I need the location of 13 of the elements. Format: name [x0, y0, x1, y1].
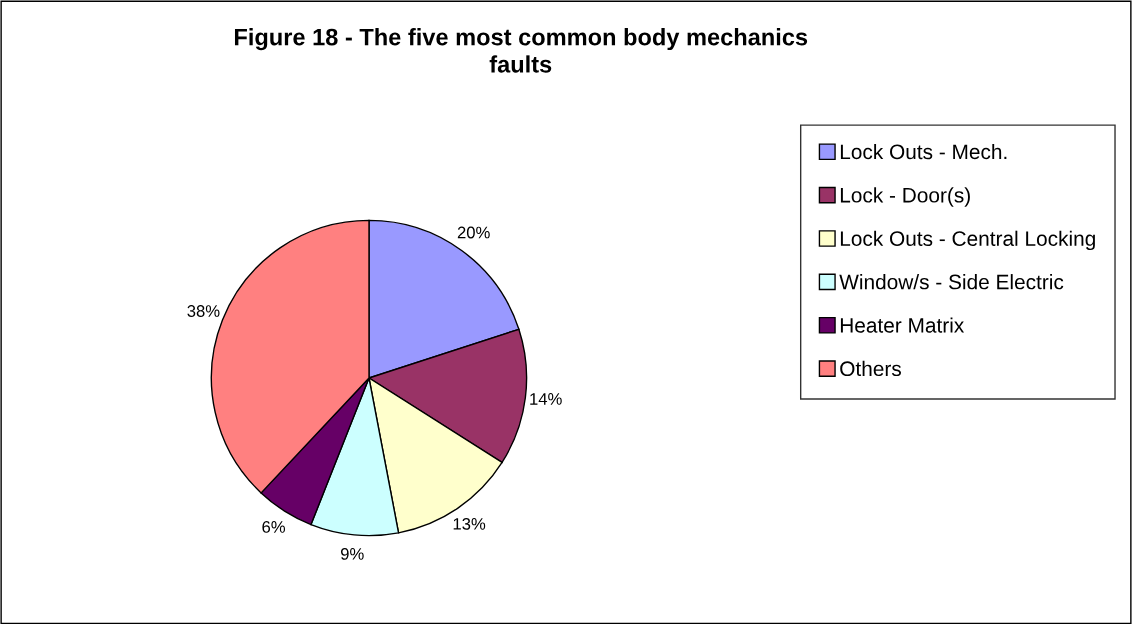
chart-title: Figure 18 - The five most common body mechanics faults	[234, 28, 808, 73]
data-label: 9%	[340, 547, 364, 560]
data-label: 38%	[187, 305, 220, 317]
data-label: 13%	[453, 517, 486, 530]
data-label: 6%	[262, 521, 286, 533]
data-label: 20%	[457, 226, 490, 239]
legend-label: Window/s - Side Electric	[839, 274, 1064, 290]
legend-label: Lock Outs - Central Locking	[840, 230, 1095, 251]
data-label: 14%	[530, 393, 562, 405]
legend-label: Heater Matrix	[840, 317, 965, 333]
legend-label: Lock - Door(s)	[840, 187, 970, 207]
legend-label: Lock Outs - Mech.	[840, 143, 1007, 160]
legend-label: Others	[840, 360, 901, 377]
